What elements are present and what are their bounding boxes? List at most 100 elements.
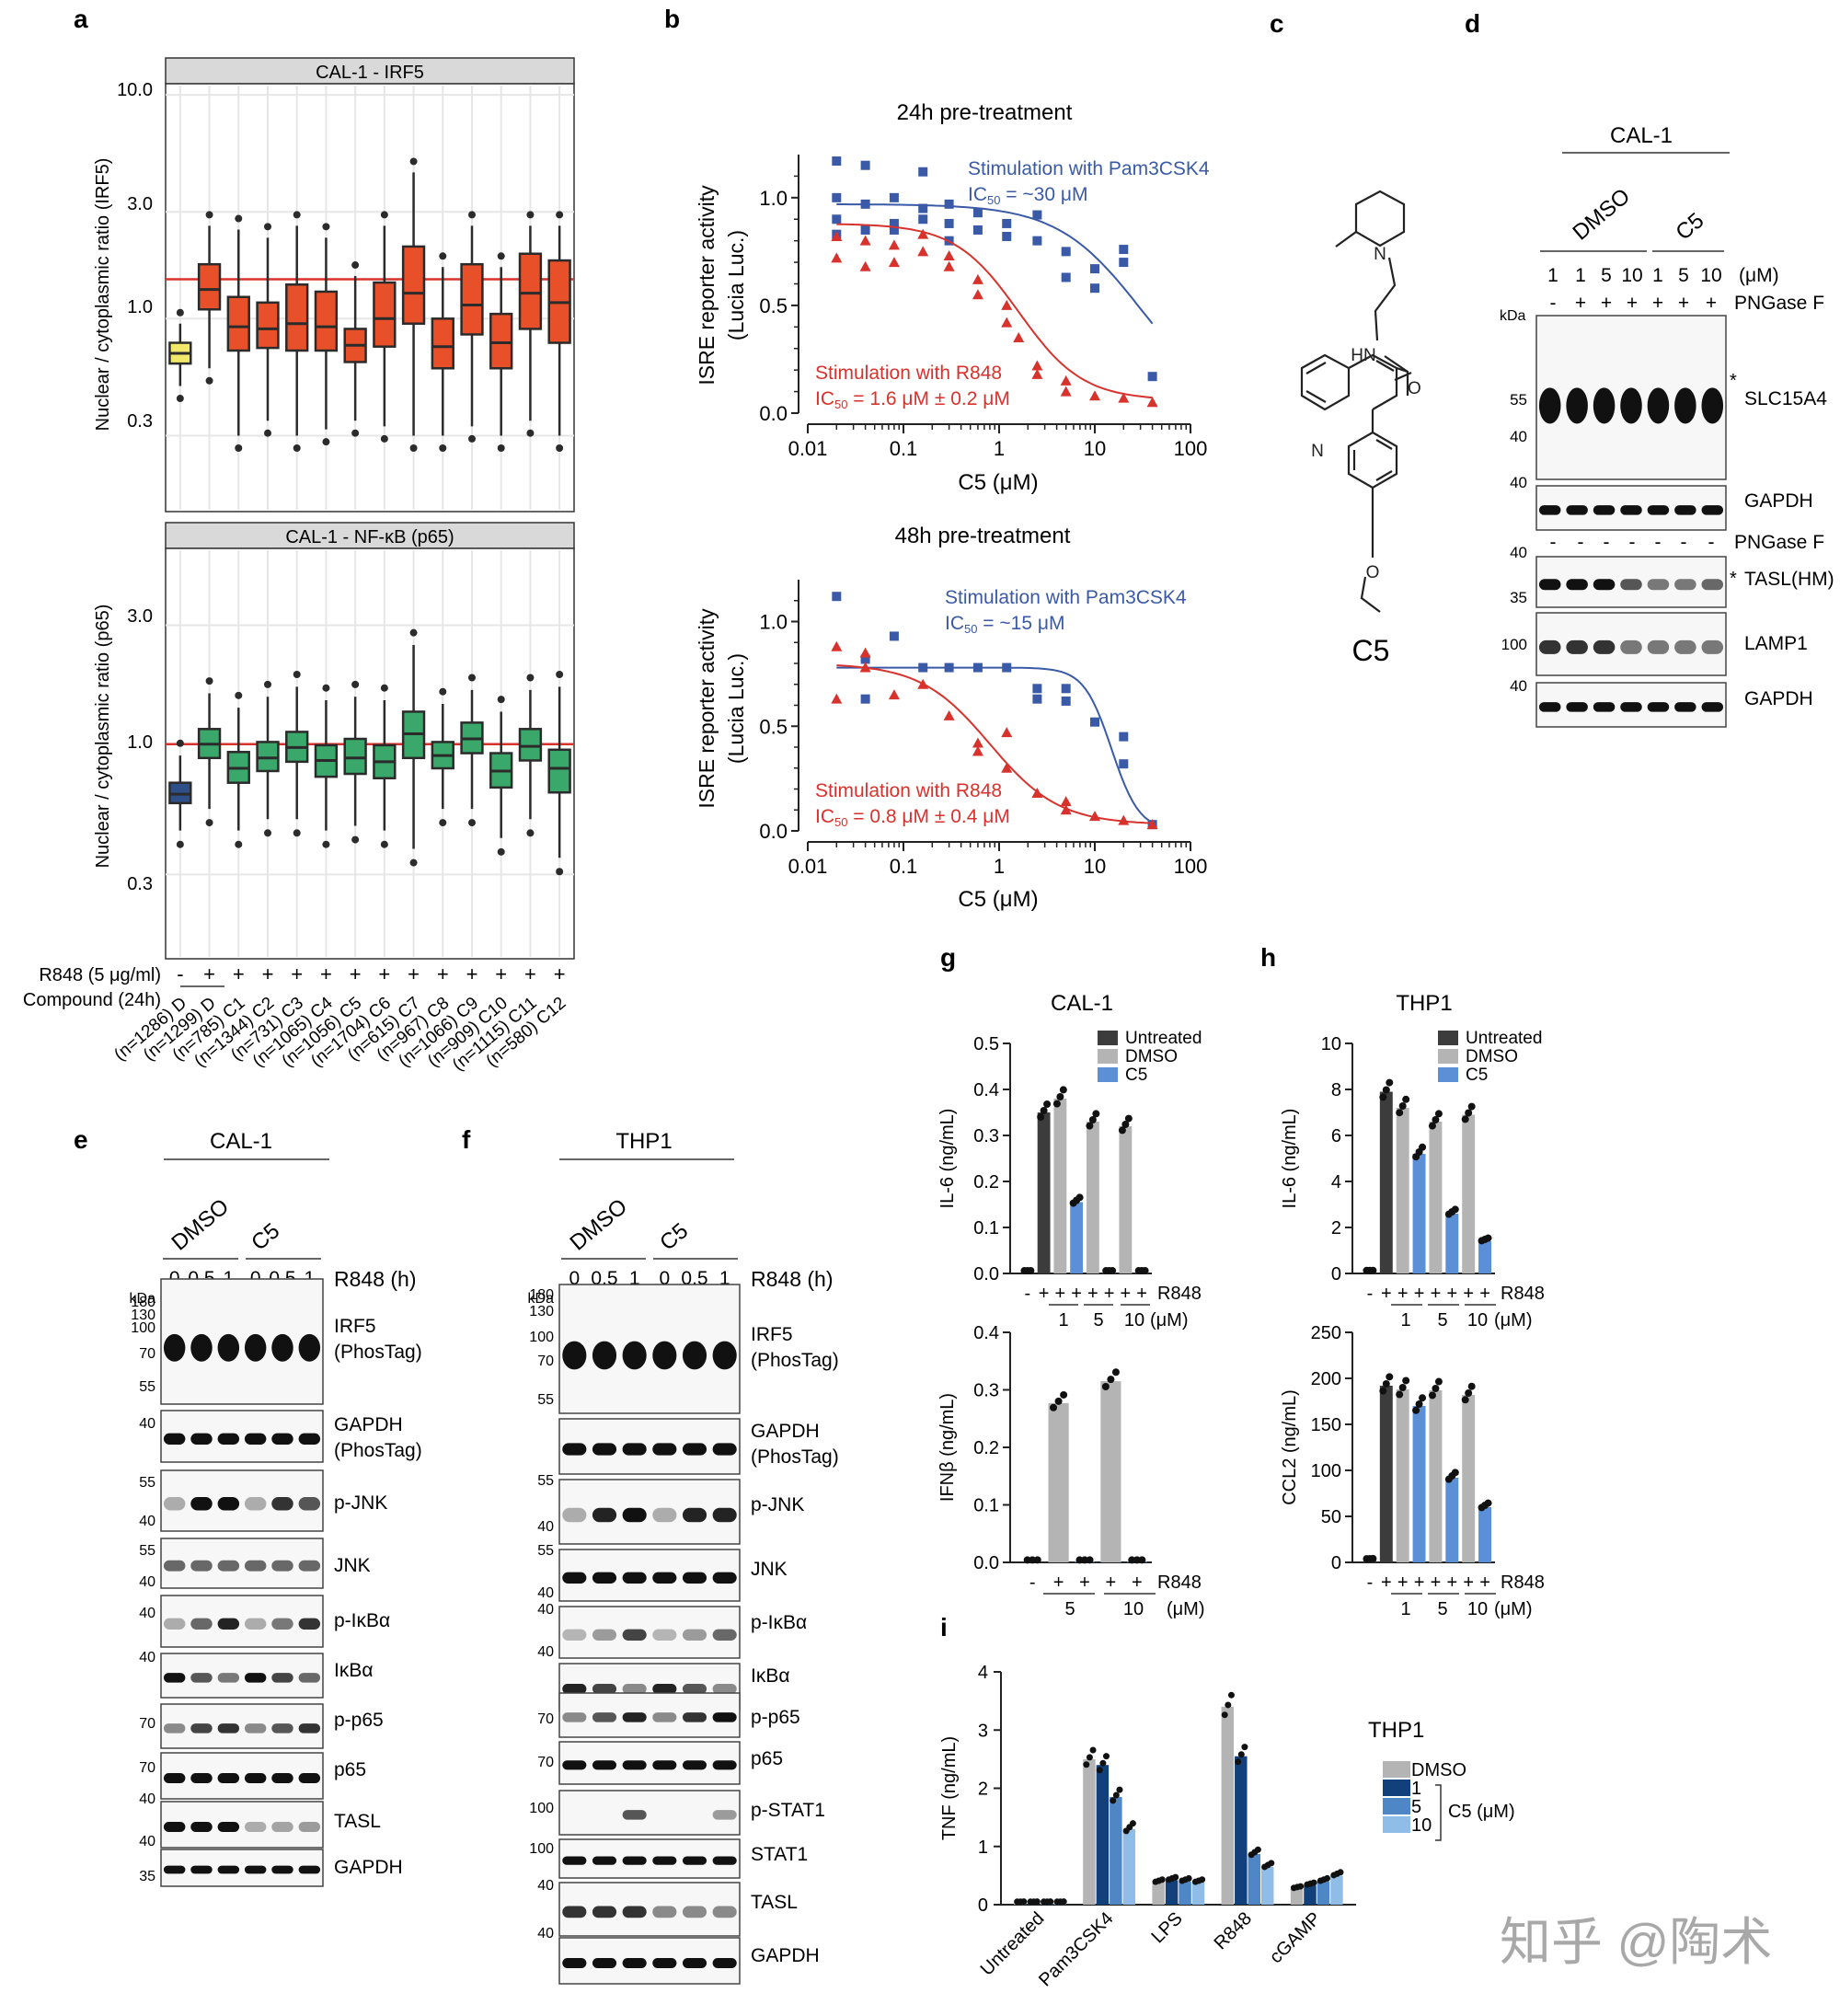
a-box	[431, 317, 454, 370]
blot-band	[562, 1443, 587, 1456]
i-bar	[1122, 1828, 1136, 1905]
d-asterisk: *	[1730, 569, 1737, 589]
bar-sign: +	[1463, 1284, 1474, 1304]
blot-band	[562, 1712, 587, 1722]
panel-letter-e: e	[74, 1125, 88, 1154]
blot-band	[622, 1712, 647, 1722]
wb-marker: 55	[139, 1379, 155, 1395]
b-point-square	[889, 631, 899, 641]
a-bottom-ytick: 0.3	[127, 874, 153, 894]
a-r848-sign: +	[437, 962, 449, 985]
blot-band	[652, 1507, 677, 1523]
b-top-blue-value: = ~30 μM	[1000, 184, 1087, 205]
wb-blot-label: (PhosTag)	[751, 1350, 839, 1371]
blot-band	[163, 1773, 186, 1783]
bar-sign: +	[1431, 1284, 1442, 1304]
i-point	[1172, 1873, 1179, 1881]
b-x-tick-label: 0.01	[788, 437, 828, 460]
bar-point	[1419, 1394, 1427, 1402]
wb-marker: 40	[139, 1834, 155, 1849]
i-point	[1225, 1701, 1232, 1709]
blot-band	[190, 1333, 213, 1362]
d-marker: 35	[1510, 589, 1527, 606]
panel-c-atom-labels: N HN O N O	[1311, 245, 1421, 582]
bar-point	[1141, 1266, 1149, 1274]
b-fit-curve	[836, 223, 1153, 399]
wb-blot-label: GAPDH	[751, 1421, 820, 1442]
b-point-triangle	[943, 709, 955, 720]
bar-sign: +	[1446, 1284, 1457, 1304]
c-compound-name: C5	[1352, 634, 1390, 667]
b-point-square	[889, 225, 899, 235]
b-top-blue-label: Stimulation with Pam3CSK4	[968, 158, 1210, 179]
blot-band	[562, 1341, 587, 1370]
blot-band	[1593, 579, 1616, 591]
atom-n-quinoline: N	[1311, 442, 1324, 461]
i-title: THP1	[1368, 1718, 1424, 1743]
a-outlier	[235, 444, 243, 452]
bar-point	[1054, 1397, 1063, 1405]
d-marker: 55	[1510, 391, 1527, 409]
b-point-square	[889, 218, 899, 228]
a-outlier	[351, 835, 360, 844]
bar-point	[1461, 1396, 1469, 1404]
bar-point	[1043, 1100, 1052, 1108]
blot-band	[592, 1684, 617, 1694]
b-point-triangle	[1146, 397, 1158, 408]
a-box	[518, 252, 543, 330]
i-bar	[1248, 1853, 1260, 1905]
wb-blot-label: p-STAT1	[751, 1800, 825, 1821]
bar-sign: -	[1367, 1284, 1374, 1304]
bar-sign: -	[1029, 1572, 1036, 1593]
bar-point	[1092, 1110, 1100, 1118]
a-r848-sign: -	[177, 962, 183, 985]
bar-point	[1484, 1499, 1492, 1507]
blot-frame	[160, 1703, 324, 1749]
blot-frame	[160, 1410, 324, 1463]
a-outlier	[497, 252, 505, 260]
a-box	[547, 748, 571, 794]
blot-band	[1701, 505, 1724, 515]
i-point	[1103, 1753, 1110, 1760]
blot-band	[1647, 639, 1670, 654]
i-point	[1241, 1744, 1248, 1751]
b-point-square	[918, 203, 928, 213]
wb-marker: 70	[139, 1346, 155, 1362]
i-legend-group-label: C5 (μM)	[1448, 1802, 1515, 1822]
b-point-triangle	[1089, 390, 1100, 401]
b-x-tick-label: 0.1	[890, 437, 918, 460]
i-bar	[1235, 1756, 1248, 1905]
wb-blot-label: p-JNK	[751, 1494, 804, 1515]
bar-point	[1451, 1205, 1459, 1214]
wb-marker: 40	[537, 1644, 554, 1660]
wb-marker: 100	[131, 1320, 155, 1336]
a-bottom-plot	[166, 550, 574, 957]
wb-marker: 70	[537, 1711, 554, 1727]
i-bar	[1317, 1881, 1330, 1905]
blot-band	[1701, 702, 1724, 712]
b-point-triangle	[1060, 796, 1072, 807]
a-outlier	[380, 434, 388, 443]
a-outlier	[409, 858, 418, 867]
b-point-triangle	[1031, 368, 1043, 379]
b-point-triangle	[917, 246, 929, 257]
blot-band	[163, 1433, 186, 1445]
a-outlier	[526, 829, 535, 837]
bar-sign: +	[1106, 1572, 1117, 1593]
bar-point	[1434, 1377, 1443, 1386]
bar-point	[1121, 1121, 1130, 1128]
bar-point	[1023, 1556, 1031, 1564]
legend-label: Untreated	[1466, 1029, 1542, 1048]
b-top-red-ic: IC	[815, 388, 834, 409]
blot-frame	[558, 1692, 741, 1738]
d-pngase-sign: +	[1601, 293, 1612, 314]
b-point-triangle	[859, 235, 871, 246]
b-fit-curve	[836, 664, 1153, 824]
i-legend-swatch	[1383, 1816, 1410, 1833]
a-box	[343, 737, 367, 776]
wb-kda: kDa	[130, 1291, 156, 1307]
blot-band	[163, 1618, 186, 1630]
b-point-square	[1119, 245, 1129, 255]
